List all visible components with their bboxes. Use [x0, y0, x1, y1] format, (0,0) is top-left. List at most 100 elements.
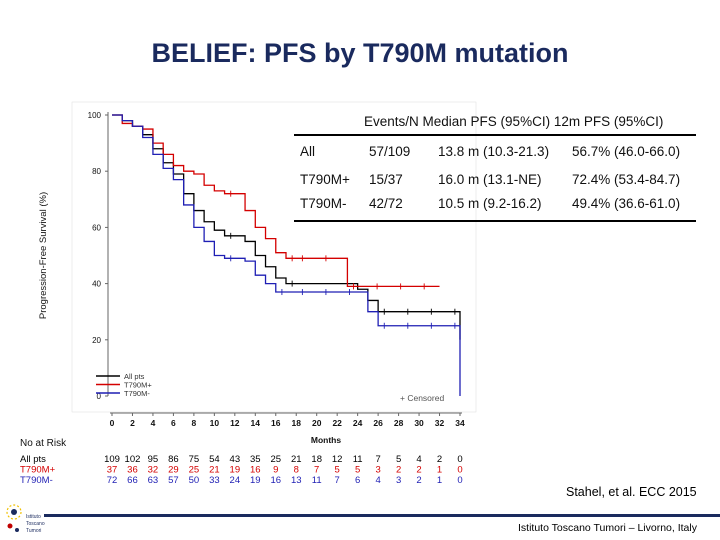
at-risk-value: 7 [314, 465, 319, 476]
table-top-rule [294, 134, 696, 136]
at-risk-value: 8 [294, 465, 299, 476]
at-risk-value: 0 [457, 465, 462, 476]
at-risk-value: 5 [396, 454, 401, 465]
at-risk-value: 25 [270, 454, 281, 465]
footer-bar [44, 514, 720, 517]
row-events: 57/109 [369, 144, 411, 159]
y-tick-label: 40 [92, 280, 101, 289]
at-risk-value: 16 [270, 475, 281, 486]
at-risk-value: 12 [332, 454, 343, 465]
row-group: T790M+ [300, 172, 350, 187]
curves [112, 114, 461, 396]
x-tick-label: 16 [271, 418, 281, 428]
at-risk-value: 0 [457, 475, 462, 486]
at-risk-value: 0 [457, 454, 462, 465]
at-risk-value: 35 [250, 454, 261, 465]
legend-label-1: T790M+ [124, 381, 152, 390]
x-tick-label: 12 [230, 418, 240, 428]
at-risk-value: 18 [311, 454, 322, 465]
at-risk-value: 16 [250, 465, 261, 476]
logo-line-2: Toscano [26, 521, 45, 527]
at-risk-value: 29 [168, 465, 179, 476]
x-tick-label: 22 [332, 418, 342, 428]
logo-line-1: Istituto [26, 514, 41, 520]
at-risk-value: 63 [148, 475, 159, 486]
at-risk-value: 3 [375, 465, 380, 476]
at-risk-value: 66 [127, 475, 138, 486]
y-tick-label: 60 [92, 223, 101, 232]
at-risk-value: 37 [107, 465, 118, 476]
legend-label-0: All pts [124, 372, 145, 381]
y-tick-label: 20 [92, 336, 101, 345]
at-risk-value: 72 [107, 475, 118, 486]
slide-title: BELIEF: PFS by T790M mutation [151, 38, 569, 68]
table-bottom-rule [294, 220, 696, 222]
at-risk-value: 109 [104, 454, 120, 465]
row-group: T790M- [300, 196, 347, 211]
row-events: 15/37 [369, 172, 403, 187]
at-risk-value: 95 [148, 454, 159, 465]
itt-logo: Istituto Toscano Tumori [6, 504, 45, 534]
at-risk-value: 5 [335, 465, 340, 476]
x-tick-label: 24 [353, 418, 363, 428]
at-risk-value: 19 [230, 465, 241, 476]
at-risk-value: 7 [375, 454, 380, 465]
at-risk-value: 6 [355, 475, 360, 486]
km-curve-2 [112, 114, 461, 396]
x-tick-label: 6 [171, 418, 176, 428]
x-tick-label: 10 [210, 418, 220, 428]
at-risk-label-1: T790M+ [20, 465, 56, 476]
at-risk-value: 50 [189, 475, 200, 486]
x-tick-label: 8 [192, 418, 197, 428]
legend-label-2: T790M- [124, 389, 150, 398]
y-tick-label: 0 [97, 392, 102, 401]
x-tick-label: 0 [110, 418, 115, 428]
at-risk-value: 7 [335, 475, 340, 486]
censored-note: + Censored [400, 393, 444, 403]
at-risk-label-0: All pts [20, 454, 46, 465]
at-risk-title: No at Risk [20, 438, 67, 449]
x-tick-label: 18 [292, 418, 302, 428]
table-row-t790m-pos: T790M+ 15/37 16.0 m (13.1-NE) 72.4% (53.… [294, 172, 696, 192]
row-median: 16.0 m (13.1-NE) [438, 172, 542, 187]
at-risk-value: 4 [416, 454, 421, 465]
at-risk-value: 21 [291, 454, 302, 465]
at-risk-value: 11 [353, 454, 363, 465]
at-risk-value: 19 [250, 475, 261, 486]
at-risk-value: 102 [125, 454, 141, 465]
at-risk-value: 57 [168, 475, 179, 486]
x-tick-label: 26 [373, 418, 383, 428]
y-axis-label: Progression-Free Survival (%) [38, 192, 49, 319]
row-12m: 49.4% (36.6-61.0) [572, 196, 681, 211]
x-tick-label: 4 [151, 418, 156, 428]
at-risk-value: 11 [312, 475, 322, 486]
row-events: 42/72 [369, 196, 403, 211]
x-tick-label: 34 [455, 418, 465, 428]
row-12m: 72.4% (53.4-84.7) [572, 172, 681, 187]
logo-stars-icon [6, 504, 22, 532]
row-median: 10.5 m (9.2-16.2) [438, 196, 542, 211]
at-risk-value: 2 [437, 454, 442, 465]
y-tick-label: 80 [92, 167, 101, 176]
x-tick-label: 28 [394, 418, 404, 428]
km-curve-1 [112, 114, 440, 288]
x-tick-label: 14 [251, 418, 261, 428]
x-tick-label: 30 [414, 418, 424, 428]
at-risk-value: 54 [209, 454, 220, 465]
at-risk-value: 13 [291, 475, 302, 486]
at-risk-value: 1 [437, 475, 442, 486]
at-risk-value: 36 [127, 465, 138, 476]
table-row-all: All 57/109 13.8 m (10.3-21.3) 56.7% (46.… [294, 144, 696, 164]
at-risk-label-2: T790M- [20, 475, 53, 486]
citation: Stahel, et al. ECC 2015 [566, 485, 697, 499]
footer-text: Istituto Toscano Tumori – Livorno, Italy [518, 522, 697, 534]
at-risk-value: 43 [230, 454, 241, 465]
at-risk-value: 86 [168, 454, 179, 465]
row-12m: 56.7% (46.0-66.0) [572, 144, 681, 159]
at-risk-value: 2 [396, 465, 401, 476]
at-risk-value: 24 [230, 475, 241, 486]
